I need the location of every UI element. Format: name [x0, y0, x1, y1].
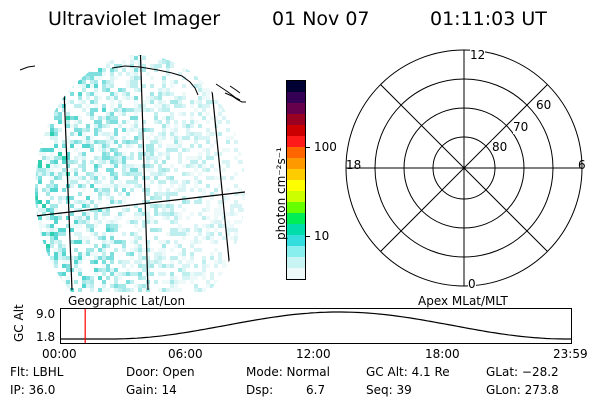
- colorbar-segment: [287, 257, 305, 268]
- alt-xtick-1200: 12:00: [296, 347, 331, 361]
- mlt-label-12: 12: [470, 48, 486, 62]
- alt-plot-ytick-bottom: 1.8: [36, 330, 56, 344]
- geographic-projection-label: Geographic Lat/Lon: [68, 294, 186, 308]
- colorbar-segment: [287, 180, 305, 191]
- colorbar-segment: [287, 191, 305, 202]
- alt-xtick-0600: 06:00: [168, 347, 203, 361]
- colorbar-segment: [287, 224, 305, 235]
- mlt-label-6: 6: [578, 158, 586, 172]
- alt-xtick-2359: 23:59: [553, 347, 588, 361]
- apex-projection-label: Apex MLat/MLT: [418, 294, 508, 308]
- door-info: Door: Open: [126, 365, 195, 379]
- colorbar-segment: [287, 114, 305, 125]
- colorbar-tick-100-mark: [306, 147, 310, 148]
- colorbar-segment: [287, 268, 305, 279]
- colorbar-segment: [287, 213, 305, 224]
- colorbar-tick-10: 10: [314, 229, 330, 243]
- ip-info: IP: 36.0: [10, 383, 56, 397]
- alt-xtick-0000: 00:00: [42, 347, 77, 361]
- altitude-plot: [60, 308, 572, 344]
- colorbar-tick-100: 100: [314, 140, 337, 154]
- mlat-label-70: 70: [513, 120, 529, 134]
- alt-xtick-1800: 18:00: [425, 347, 460, 361]
- glat-info: GLat: −28.2: [486, 365, 559, 379]
- colorbar-segment: [287, 92, 305, 103]
- gain-info: Gain: 14: [126, 383, 177, 397]
- polar-grid-plot: [345, 49, 583, 287]
- mlt-label-18: 18: [346, 158, 362, 172]
- colorbar-segment: [287, 235, 305, 246]
- mlat-label-60: 60: [536, 98, 552, 112]
- colorbar-label: photon cm⁻²s⁻¹: [274, 147, 288, 240]
- coastline-icon: [19, 65, 246, 103]
- glon-info: GLon: 273.8: [486, 383, 559, 397]
- filter-info: Flt: LBHL: [10, 365, 64, 379]
- colorbar-segment: [287, 169, 305, 180]
- colorbar-tick-10-mark: [306, 236, 310, 237]
- colorbar-segment: [287, 246, 305, 257]
- uv-image-map: [19, 55, 246, 292]
- gc-alt-info: GC Alt: 4.1 Re: [366, 365, 450, 379]
- colorbar: [286, 80, 306, 280]
- mlt-label-0: 0: [468, 277, 476, 291]
- colorbar-segment: [287, 202, 305, 213]
- time-label: 01:11:03 UT: [430, 8, 547, 30]
- colorbar-segment: [287, 158, 305, 169]
- mlat-label-80: 80: [492, 140, 508, 154]
- colorbar-segment: [287, 103, 305, 114]
- colorbar-segment: [287, 147, 305, 158]
- seq-info: Seq: 39: [366, 383, 412, 397]
- date-label: 01 Nov 07: [272, 8, 370, 30]
- dsp-value: 6.7: [306, 383, 326, 397]
- instrument-title: Ultraviolet Imager: [48, 8, 221, 30]
- alt-plot-ytick-top: 9.0: [36, 307, 56, 321]
- colorbar-segment: [287, 81, 305, 92]
- mode-info: Mode: Normal: [246, 365, 330, 379]
- dsp-label: Dsp:: [246, 383, 274, 397]
- colorbar-segment: [287, 125, 305, 136]
- colorbar-segment: [287, 136, 305, 147]
- alt-plot-ylabel: GC Alt: [12, 304, 26, 342]
